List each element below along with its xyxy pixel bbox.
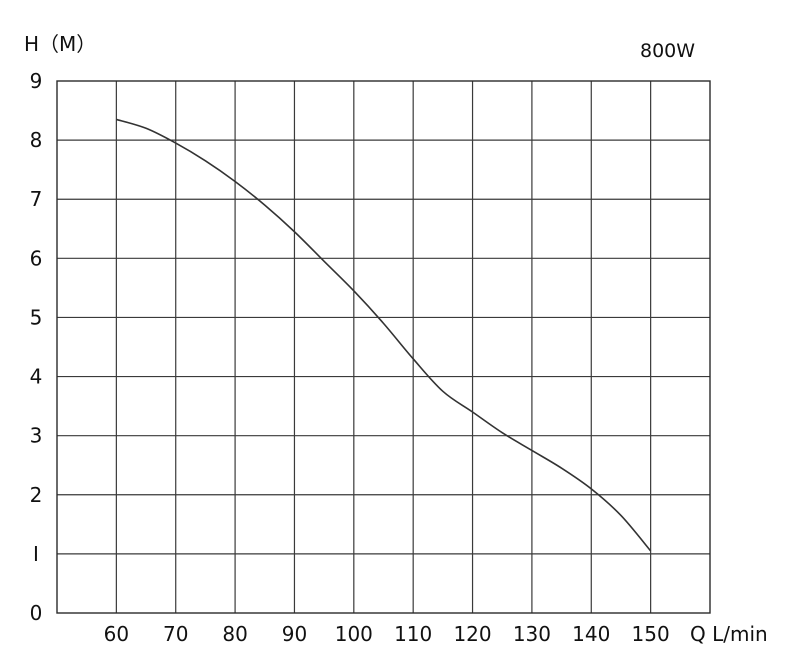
curve-layer [116, 118, 652, 552]
plot-frame [56, 80, 711, 614]
x-tick-label: 90 [282, 622, 307, 646]
y-tick-label: 6 [30, 246, 43, 270]
x-tick-label: 70 [163, 622, 188, 646]
y-tick-label: 2 [30, 483, 43, 507]
y-tick-label: I [33, 542, 39, 566]
x-tick-label: 110 [394, 622, 432, 646]
chart-title: 800W [640, 40, 695, 62]
x-tick-label: 100 [335, 622, 373, 646]
y-tick-label: 4 [30, 365, 43, 389]
head-flow-curve [116, 118, 652, 552]
y-tick-label: 3 [30, 424, 43, 448]
x-axis-label: Q L/min [690, 622, 768, 646]
x-tick-label: 60 [104, 622, 129, 646]
y-tick-labels: 0 I 2 3 4 5 6 7 8 9 [30, 69, 43, 625]
y-tick-label: 7 [30, 187, 43, 211]
x-tick-label: 80 [222, 622, 247, 646]
y-tick-label: 5 [30, 305, 43, 329]
x-tick-label: 150 [632, 622, 670, 646]
y-tick-label: 0 [30, 601, 43, 625]
y-axis-label: H（M） [24, 32, 96, 56]
y-tick-label: 8 [30, 128, 43, 152]
y-tick-label: 9 [30, 69, 43, 93]
x-tick-labels: 60 70 80 90 100 110 120 130 140 150 [104, 622, 670, 646]
x-tick-label: 140 [572, 622, 610, 646]
x-tick-label: 130 [513, 622, 551, 646]
grid [57, 81, 710, 613]
x-tick-label: 120 [453, 622, 491, 646]
